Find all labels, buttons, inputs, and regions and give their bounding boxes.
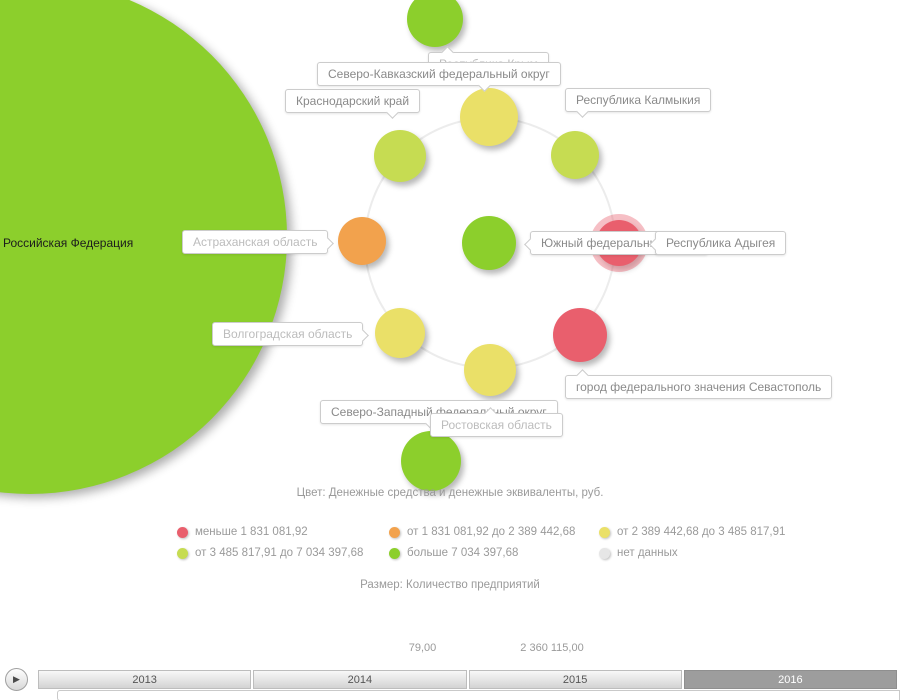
region-tooltip-label: Волгоградская область: [223, 327, 353, 341]
year-track: 2013 2014 2015 2016: [38, 670, 897, 689]
legend-color-dot: [177, 526, 188, 538]
year-cell-2016[interactable]: 2016: [683, 670, 897, 689]
legend-item: от 3 485 817,91 до 7 034 397,68: [177, 547, 389, 559]
legend-label: от 2 389 442,68 до 3 485 817,91: [617, 526, 786, 538]
region-tooltip: Астраханская область: [182, 230, 335, 254]
region-tooltip: Республика Калмыкия: [565, 88, 712, 118]
size-max-label: 2 360 115,00: [520, 642, 584, 654]
region-bubble[interactable]: [375, 308, 425, 358]
region-tooltip-label: Краснодарский край: [296, 94, 410, 108]
rf-region-label: Российская Федерация: [3, 236, 134, 250]
legend-item: нет данных: [599, 547, 819, 559]
year-cell-2015[interactable]: 2015: [468, 670, 682, 689]
timeline: ▶ 2013 2014 2015 2016: [0, 668, 900, 700]
region-bubble[interactable]: [460, 88, 518, 146]
region-tooltip-label: Северо-Кавказский федеральный округ: [328, 67, 550, 81]
region-tooltip-label: Астраханская область: [193, 235, 318, 249]
region-tooltip-label: Республика Калмыкия: [576, 93, 701, 107]
region-tooltip: город федерального значения Севастополь: [565, 369, 833, 399]
legend-color-dot: [599, 547, 610, 559]
play-icon: ▶: [13, 674, 20, 684]
year-cell-2014[interactable]: 2014: [253, 670, 467, 689]
timeline-slider[interactable]: [57, 690, 900, 700]
region-tooltip: Краснодарский край: [285, 89, 421, 119]
size-legend: [0, 600, 900, 640]
legend-color-dot: [389, 547, 400, 559]
play-button[interactable]: ▶: [5, 668, 28, 691]
region-bubble[interactable]: [338, 217, 386, 265]
region-bubble[interactable]: [462, 216, 516, 270]
legend-label: от 3 485 817,91 до 7 034 397,68: [195, 547, 364, 559]
region-tooltip: Волгоградская область: [212, 322, 370, 346]
tooltip-pointer: [321, 237, 335, 250]
tooltip-pointer: [576, 105, 589, 118]
legend-color-dot: [389, 526, 400, 538]
legend-item: больше 7 034 397,68: [389, 547, 599, 559]
region-tooltip: Ростовская область: [430, 407, 563, 437]
legend-color-dot: [177, 547, 188, 559]
region-bubble[interactable]: [407, 0, 463, 47]
legend-label: от 1 831 081,92 до 2 389 442,68: [407, 526, 576, 538]
region-tooltip: Северо-Кавказский федеральный округ: [317, 62, 561, 92]
tooltip-pointer: [386, 106, 399, 119]
region-tooltip: Республика Адыгея: [649, 231, 787, 255]
tooltip-pointer: [356, 329, 370, 342]
year-cell-2013[interactable]: 2013: [38, 670, 252, 689]
legend-label: больше 7 034 397,68: [407, 547, 519, 559]
region-bubble[interactable]: [401, 431, 461, 491]
size-legend-title: Размер: Количество предприятий: [360, 579, 540, 591]
color-legend-title: Цвет: Денежные средства и денежные эквив…: [296, 487, 604, 499]
legend-item: от 2 389 442,68 до 3 485 817,91: [599, 526, 819, 538]
legend-label: нет данных: [617, 547, 678, 559]
color-legend: меньше 1 831 081,92 от 1 831 081,92 до 2 …: [177, 526, 819, 559]
legend-item: меньше 1 831 081,92: [177, 526, 389, 538]
legend-label: меньше 1 831 081,92: [195, 526, 308, 538]
region-tooltip-label: город федерального значения Севастополь: [576, 380, 822, 394]
legend-color-dot: [599, 526, 610, 538]
legend-item: от 1 831 081,92 до 2 389 442,68: [389, 526, 599, 538]
region-tooltip-label: Ростовская область: [441, 418, 552, 432]
region-bubble[interactable]: [553, 308, 607, 362]
region-bubble[interactable]: [374, 130, 426, 182]
region-tooltip-label: Республика Адыгея: [666, 236, 776, 250]
size-min-label: 79,00: [408, 642, 437, 654]
region-bubble[interactable]: [551, 131, 599, 179]
region-bubble[interactable]: [464, 344, 516, 396]
